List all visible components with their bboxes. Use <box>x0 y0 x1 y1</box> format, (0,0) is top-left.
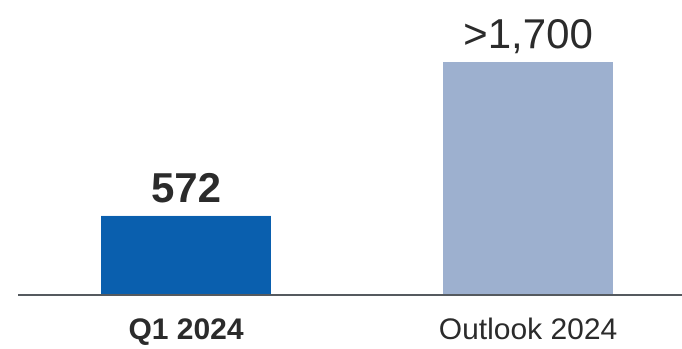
value-label-q1-2024: 572 <box>151 164 221 211</box>
category-label-q1-2024: Q1 2024 <box>128 313 243 346</box>
bars-group <box>101 62 613 294</box>
bar-outlook-2024 <box>443 62 613 294</box>
bar-q1-2024 <box>101 215 271 294</box>
labels-group: 572 Q1 2024 >1,700 Outlook 2024 <box>128 10 617 346</box>
category-label-outlook-2024: Outlook 2024 <box>439 313 617 346</box>
value-label-outlook-2024: >1,700 <box>463 10 593 57</box>
